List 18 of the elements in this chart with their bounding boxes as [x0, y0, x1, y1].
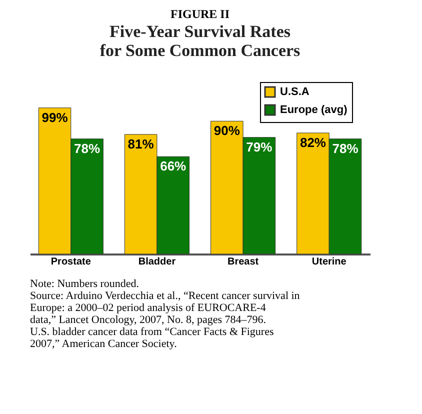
data-label: 82%	[300, 134, 326, 150]
legend-label: Europe (avg)	[280, 104, 348, 116]
data-label: 78%	[74, 140, 100, 156]
chart-title: FIGURE II	[170, 7, 230, 21]
data-label: 90%	[214, 123, 240, 138]
data-label: 81%	[128, 136, 154, 152]
x-tick-label: Uterine	[312, 256, 347, 268]
data-label: 66%	[160, 158, 187, 174]
legend-label: U.S.A	[280, 86, 310, 98]
text: Note: Numbers rounded.	[30, 278, 140, 290]
x-tick-label: Breast	[227, 256, 260, 268]
x-tick-label: Bladder	[138, 256, 176, 268]
data-label: 99%	[42, 110, 68, 125]
source-note: Source: Arduino Verdecchia et al., “Recent cancer survival in Europe: a 2000–02 period analysis of EUROCARE-4 data,” Lancet Oncology, 2007, No. 8, pages 784–796. U.S. bladder cancer data from “Cancer Facts & Figures 2007,” American Cancer Society.	[30, 290, 300, 350]
x-tick-label: Prostate	[50, 256, 92, 268]
data-label: 78%	[332, 140, 359, 156]
data-label: 79%	[246, 139, 273, 154]
chart-subtitle: Five-Year Survival Rates for Some Common Cancers	[100, 22, 301, 60]
